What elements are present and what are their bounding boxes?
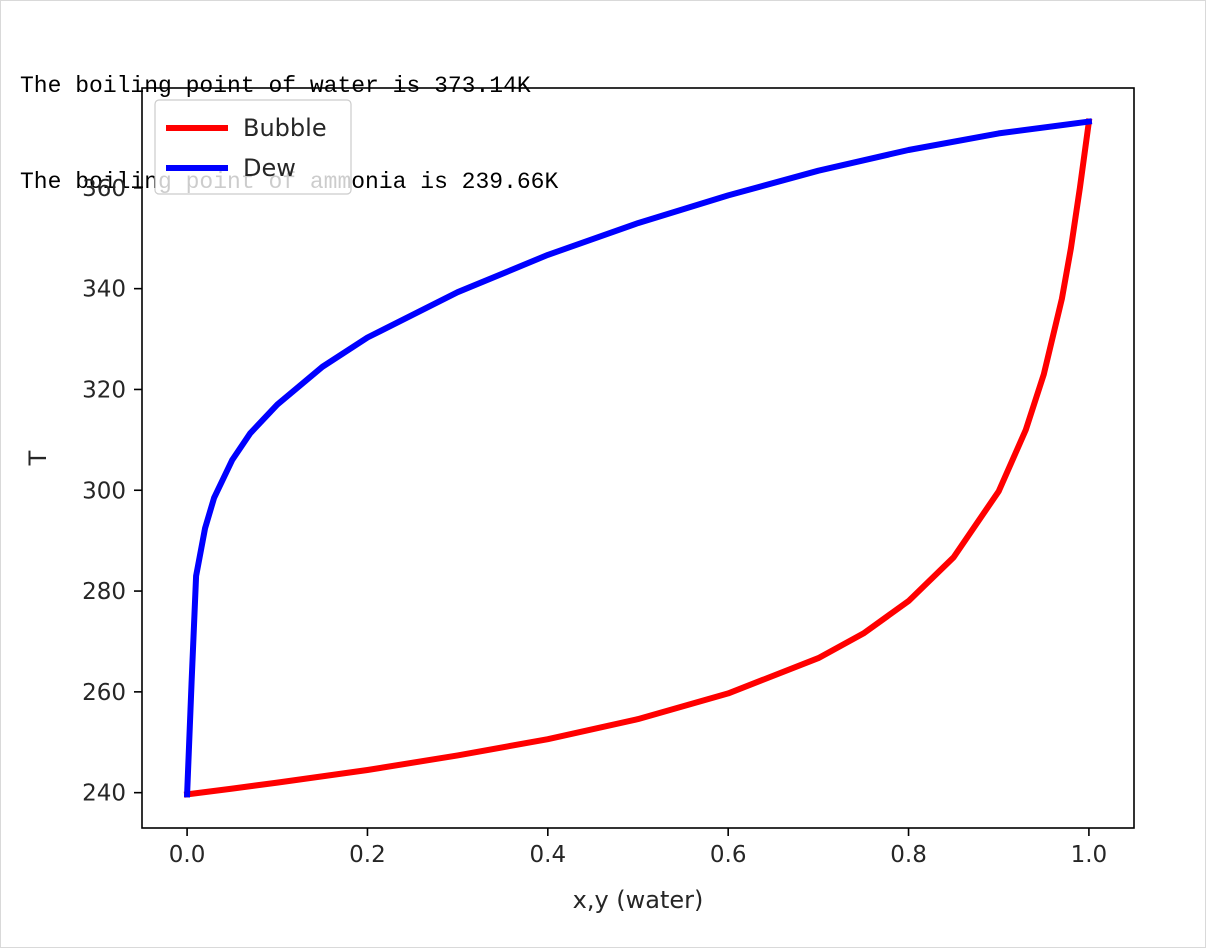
output-line-water: The boiling point of water is 373.14K <box>20 73 531 99</box>
y-ticks: 240 260 280 300 320 340 360 <box>82 176 142 807</box>
series-layer <box>183 118 1093 798</box>
x-ticks: 0.0 0.2 0.4 0.6 0.8 1.0 <box>169 828 1107 868</box>
y-tick-label: 280 <box>82 579 126 605</box>
x-tick-label: 0.4 <box>530 842 567 868</box>
x-tick-label: 0.2 <box>349 842 386 868</box>
y-tick-label: 320 <box>82 377 126 403</box>
x-tick-label: 0.0 <box>169 842 206 868</box>
x-tick-label: 0.6 <box>710 842 747 868</box>
legend: Bubble Dew <box>154 99 352 195</box>
axes-frame <box>141 87 1135 829</box>
x-tick-label: 0.8 <box>890 842 927 868</box>
y-tick-label: 240 <box>82 781 126 807</box>
x-axis-label: x,y (water) <box>573 886 704 914</box>
y-axis-label: T <box>24 450 52 466</box>
series-line-dew <box>183 118 1093 798</box>
series-line-bubble <box>183 118 1093 798</box>
y-tick-label: 340 <box>82 277 126 303</box>
legend-label-bubble: Bubble <box>243 114 327 142</box>
y-tick-label: 360 <box>82 176 126 202</box>
x-tick-label: 1.0 <box>1071 842 1108 868</box>
y-tick-label: 300 <box>82 478 126 504</box>
legend-label-dew: Dew <box>243 154 296 182</box>
y-tick-label: 260 <box>82 680 126 706</box>
